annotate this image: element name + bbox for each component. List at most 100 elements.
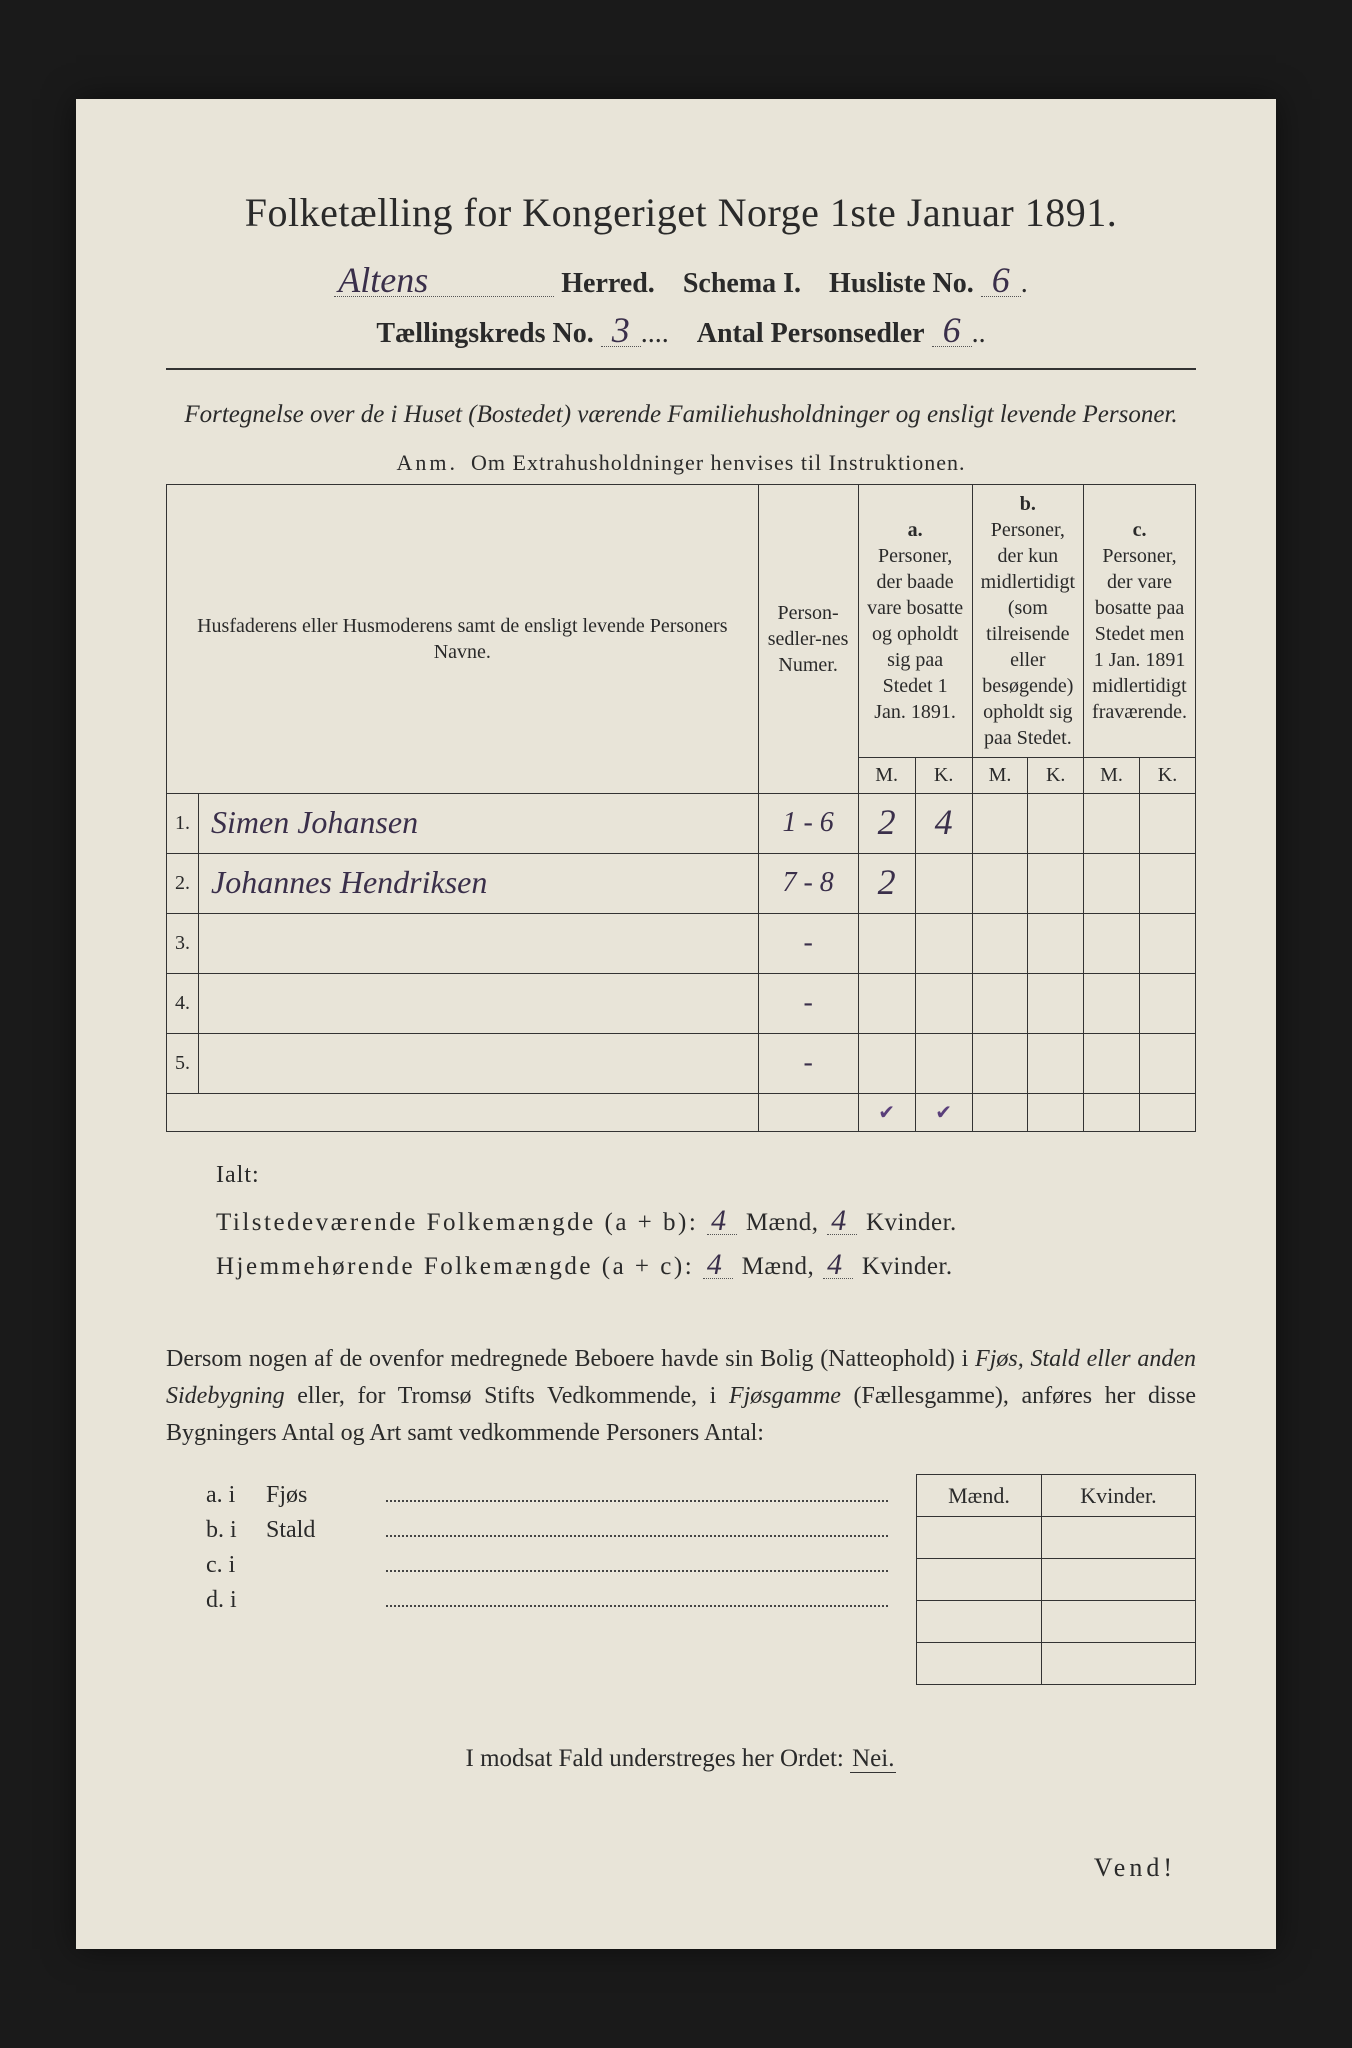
col-numer: Person-sedler-nes Numer. bbox=[758, 484, 858, 793]
col-c-text: Personer, der vare bosatte paa Stedet me… bbox=[1092, 545, 1187, 723]
herred-value: Altens bbox=[334, 264, 554, 297]
col-a-label: a. bbox=[908, 519, 923, 541]
kvinder-label: Kvinder. bbox=[866, 1209, 957, 1236]
husliste-label: Husliste No. bbox=[829, 268, 974, 299]
row-name: Johannes Hendriksen bbox=[199, 853, 759, 913]
modsat-nei: Nei. bbox=[850, 1745, 896, 1773]
col-b-label: b. bbox=[1020, 493, 1036, 515]
row-bk bbox=[1028, 973, 1084, 1033]
small-cell bbox=[1041, 1517, 1195, 1559]
resident-label: Hjemmehørende Folkemængde (a + c): bbox=[216, 1253, 694, 1280]
check-ak: ✔ bbox=[915, 1093, 972, 1131]
dots bbox=[386, 1570, 888, 1572]
small-cell bbox=[917, 1517, 1042, 1559]
small-maend: Mænd. bbox=[917, 1475, 1042, 1517]
present-m: 4 bbox=[707, 1207, 737, 1235]
bldg-lbl: a. i bbox=[206, 1482, 266, 1509]
header-line-1: Altens Herred. Schema I. Husliste No. 6. bbox=[166, 264, 1196, 300]
subtitle: Fortegnelse over de i Huset (Bostedet) v… bbox=[166, 396, 1196, 434]
building-row: a. iFjøs bbox=[206, 1482, 896, 1509]
building-section: a. iFjøsb. iStaldc. id. i Mænd. Kvinder. bbox=[166, 1474, 1196, 1685]
total-present: Tilstedeværende Folkemængde (a + b): 4 M… bbox=[216, 1207, 1196, 1237]
col-b-m: M. bbox=[972, 757, 1028, 793]
row-name bbox=[199, 973, 759, 1033]
table-row: 4.- bbox=[167, 973, 1196, 1033]
maend-label: Mænd, bbox=[746, 1209, 819, 1236]
col-a: a. Personer, der baade vare bosatte og o… bbox=[858, 484, 972, 757]
antal-label: Antal Personsedler bbox=[697, 318, 925, 349]
col-a-k: K. bbox=[915, 757, 972, 793]
bldg-lbl: c. i bbox=[206, 1552, 266, 1579]
small-cell bbox=[1041, 1643, 1195, 1685]
maend-label-2: Mænd, bbox=[742, 1253, 815, 1280]
schema-label: Schema I. bbox=[683, 268, 801, 299]
small-cell bbox=[917, 1559, 1042, 1601]
row-am: 2 bbox=[858, 853, 915, 913]
resident-k: 4 bbox=[823, 1251, 853, 1279]
row-name bbox=[199, 913, 759, 973]
para-p1: Dersom nogen af de ovenfor medregnede Be… bbox=[166, 1346, 975, 1372]
row-cm bbox=[1084, 973, 1140, 1033]
present-label: Tilstedeværende Folkemængde (a + b): bbox=[216, 1209, 698, 1236]
bldg-lbl: b. i bbox=[206, 1517, 266, 1544]
small-cell bbox=[917, 1643, 1042, 1685]
row-cm bbox=[1084, 913, 1140, 973]
row-number: 2. bbox=[167, 853, 199, 913]
building-list: a. iFjøsb. iStaldc. id. i bbox=[166, 1474, 896, 1622]
annotation: Anm. Om Extrahusholdninger henvises til … bbox=[166, 450, 1196, 476]
col-names: Husfaderens eller Husmoderens samt de en… bbox=[167, 484, 759, 793]
row-bk bbox=[1028, 793, 1084, 853]
col-b-k: K. bbox=[1028, 757, 1084, 793]
kreds-value: 3 bbox=[601, 314, 641, 347]
anm-prefix: Anm. bbox=[397, 450, 459, 475]
modsat-line: I modsat Fald understreges her Ordet: Ne… bbox=[166, 1745, 1196, 1773]
row-bm bbox=[972, 1033, 1028, 1093]
row-ck bbox=[1140, 793, 1196, 853]
para-p2: eller, for Tromsø Stifts Vedkommende, i bbox=[285, 1383, 729, 1409]
building-row: b. iStald bbox=[206, 1517, 896, 1544]
col-a-m: M. bbox=[858, 757, 915, 793]
row-cm bbox=[1084, 853, 1140, 913]
row-numer: - bbox=[758, 973, 858, 1033]
bldg-type: Fjøs bbox=[266, 1482, 386, 1509]
row-ck bbox=[1140, 853, 1196, 913]
col-c-k: K. bbox=[1140, 757, 1196, 793]
anm-text: Om Extrahusholdninger henvises til Instr… bbox=[471, 450, 965, 475]
small-kvinder: Kvinder. bbox=[1041, 1475, 1195, 1517]
row-bm bbox=[972, 973, 1028, 1033]
row-cm bbox=[1084, 1033, 1140, 1093]
building-count-table: Mænd. Kvinder. bbox=[916, 1474, 1196, 1685]
antal-value: 6 bbox=[932, 314, 972, 347]
row-ak bbox=[915, 913, 972, 973]
vend-label: Vend! bbox=[166, 1853, 1176, 1883]
row-ck bbox=[1140, 973, 1196, 1033]
kreds-label: Tællingskreds No. bbox=[376, 318, 593, 349]
ialt-label: Ialt: bbox=[216, 1162, 1196, 1189]
row-ak: 4 bbox=[915, 793, 972, 853]
row-am bbox=[858, 913, 915, 973]
row-am: 2 bbox=[858, 793, 915, 853]
table-row: 5. - bbox=[167, 1033, 1196, 1093]
row-numer: 1 - 6 bbox=[758, 793, 858, 853]
row-ak bbox=[915, 1033, 972, 1093]
para-it2: Fjøsgamme bbox=[729, 1383, 841, 1409]
row-name: Simen Johansen bbox=[199, 793, 759, 853]
table-row: 2.Johannes Hendriksen7 - 82 bbox=[167, 853, 1196, 913]
row-bm bbox=[972, 853, 1028, 913]
row-ck bbox=[1140, 1033, 1196, 1093]
check-am: ✔ bbox=[858, 1093, 915, 1131]
row-ck bbox=[1140, 913, 1196, 973]
present-k: 4 bbox=[827, 1207, 857, 1235]
small-cell bbox=[1041, 1601, 1195, 1643]
row-number: 1. bbox=[167, 793, 199, 853]
table-row: 1.Simen Johansen1 - 624 bbox=[167, 793, 1196, 853]
row-number: 3. bbox=[167, 913, 199, 973]
row-number: 5. bbox=[167, 1033, 199, 1093]
row-numer: - bbox=[758, 1033, 858, 1093]
col-b-text: Personer, der kun midlertidigt (som tilr… bbox=[981, 519, 1075, 749]
total-resident: Hjemmehørende Folkemængde (a + c): 4 Mæn… bbox=[216, 1251, 1196, 1281]
row-numer: 7 - 8 bbox=[758, 853, 858, 913]
col-c-label: c. bbox=[1133, 519, 1147, 541]
col-b: b. Personer, der kun midlertidigt (som t… bbox=[972, 484, 1083, 757]
dots bbox=[386, 1535, 888, 1537]
